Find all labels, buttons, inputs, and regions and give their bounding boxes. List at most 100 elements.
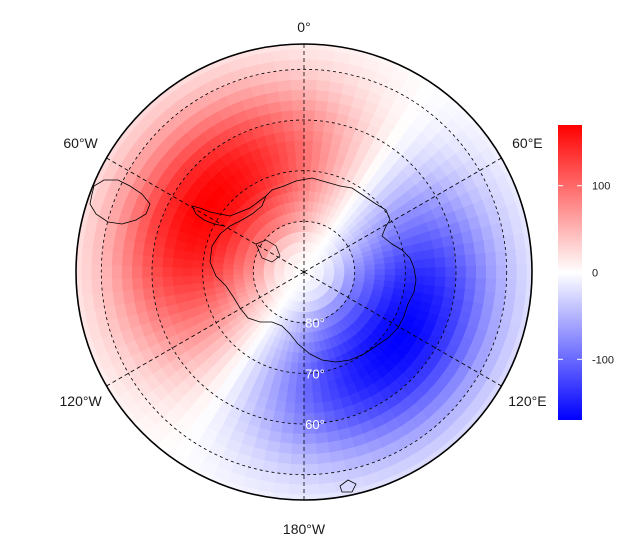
heat-cell-606	[364, 264, 376, 271]
heat-cell-1214	[293, 129, 305, 141]
heat-cell-1553	[121, 252, 133, 267]
heat-cell-651	[222, 274, 234, 281]
heat-cell-1484	[291, 99, 305, 111]
heat-cell-1236	[434, 256, 447, 268]
heat-cell-923	[192, 260, 204, 269]
heat-cell-1485	[303, 99, 317, 111]
heat-cell-876	[394, 261, 406, 270]
anomaly-heatmap	[76, 44, 532, 500]
heat-cell-1756	[317, 69, 333, 82]
heat-cell-1576	[315, 89, 330, 102]
heat-cell-1347	[323, 410, 336, 423]
heat-cell-943	[288, 160, 298, 172]
heat-cell-1799	[303, 463, 319, 475]
heat-cell-1508	[464, 277, 477, 291]
heat-cell-1890	[288, 484, 305, 496]
heat-cell-1259	[303, 403, 315, 415]
heat-cell-922	[192, 267, 203, 277]
heat-cell-1934	[288, 48, 305, 60]
heat-cell-1303	[282, 120, 295, 132]
heat-cell-1709	[303, 453, 318, 465]
heat-cell-1146	[424, 257, 436, 269]
heat-cell-494	[299, 210, 305, 222]
heat-cell-1755	[303, 69, 319, 81]
heat-cell-1260	[293, 413, 305, 425]
lon-label-1: 60°E	[512, 135, 543, 151]
heat-cell-1396	[314, 110, 327, 122]
heat-cell-1394	[292, 109, 305, 121]
heat-cell-944	[295, 160, 305, 172]
heat-cell-808	[309, 352, 317, 364]
heat-cell-1574	[291, 89, 305, 101]
heat-cell-1868	[505, 278, 517, 295]
heat-cell-517	[354, 269, 365, 275]
heat-cell-1373	[141, 254, 154, 267]
heat-cell-1235	[433, 247, 446, 259]
heat-cell-1281	[151, 276, 164, 289]
heat-cell-1034	[295, 150, 305, 162]
heat-cell-764	[297, 180, 305, 192]
heat-cell-314	[300, 231, 305, 242]
heat-cell-1733	[101, 250, 113, 266]
heat-cell-1055	[413, 250, 426, 261]
heat-cell-1261	[282, 412, 295, 424]
heat-cell-1621	[276, 452, 292, 465]
heat-cell-629	[303, 332, 310, 344]
heat-cell-1552	[121, 265, 132, 279]
heat-cell-1687	[486, 265, 497, 279]
heat-cell-877	[394, 268, 406, 276]
heat-cell-1056	[414, 259, 426, 269]
heat-cell-1978	[318, 482, 336, 495]
heat-cell-1460	[132, 288, 145, 303]
colorbar-tick-label-1: 0	[592, 268, 598, 280]
heat-cell-920	[192, 282, 205, 292]
heat-cell-1933	[272, 49, 290, 62]
heat-cell-1936	[318, 49, 336, 62]
heat-cell-1891	[272, 482, 290, 495]
heat-cell-1889	[303, 473, 320, 486]
heat-cell-1845	[303, 58, 320, 71]
heat-cell-1935	[303, 48, 320, 60]
heat-cell-853	[289, 170, 298, 182]
heat-cell-1125	[303, 140, 314, 151]
heat-cell-1167	[320, 390, 332, 403]
heat-cell-1956	[515, 248, 528, 265]
heat-cell-1126	[312, 140, 323, 152]
heat-cell-1194	[162, 247, 175, 259]
heat-cell-1979	[303, 484, 320, 496]
heat-cell-1551	[121, 277, 133, 292]
heat-cell-1596	[475, 252, 487, 267]
heat-cell-1239	[433, 285, 446, 297]
heat-cell-1664	[290, 79, 305, 91]
heat-cell-1866	[505, 249, 517, 266]
heat-cell-831	[202, 274, 214, 283]
heat-cell-1351	[281, 422, 294, 434]
heat-cell-1035	[303, 150, 313, 162]
heat-cell-1483	[279, 99, 293, 112]
heat-cell-1283	[151, 255, 164, 268]
colorbar: 100 0 -100	[558, 125, 614, 420]
heat-cell-1417	[455, 266, 467, 278]
heat-cell-1170	[293, 403, 305, 415]
heat-cell-1529	[303, 433, 317, 445]
heat-cell-1440	[291, 433, 305, 445]
heat-cell-900	[295, 372, 305, 384]
lat-label-0: 80°	[305, 316, 325, 331]
heat-cell-1867	[506, 264, 517, 280]
heat-cell-1122	[276, 141, 288, 154]
heat-cell-359	[303, 302, 308, 313]
heat-cell-1731	[101, 278, 113, 294]
heat-cell-1325	[443, 245, 456, 258]
heat-cell-1305	[303, 119, 315, 131]
heat-cell-1306	[313, 120, 326, 132]
heat-cell-786	[384, 262, 396, 270]
heat-cell-1528	[315, 432, 329, 445]
heat-cell-1304	[293, 119, 305, 131]
heat-cell-1530	[291, 443, 305, 455]
heat-cell-1238	[434, 276, 447, 288]
heat-cell-1350	[292, 423, 305, 435]
heat-cell-1573	[278, 89, 293, 102]
heat-cell-1257	[322, 400, 334, 413]
heat-cell-1663	[276, 79, 292, 92]
colorbar-tick-label-0: 100	[592, 181, 610, 193]
